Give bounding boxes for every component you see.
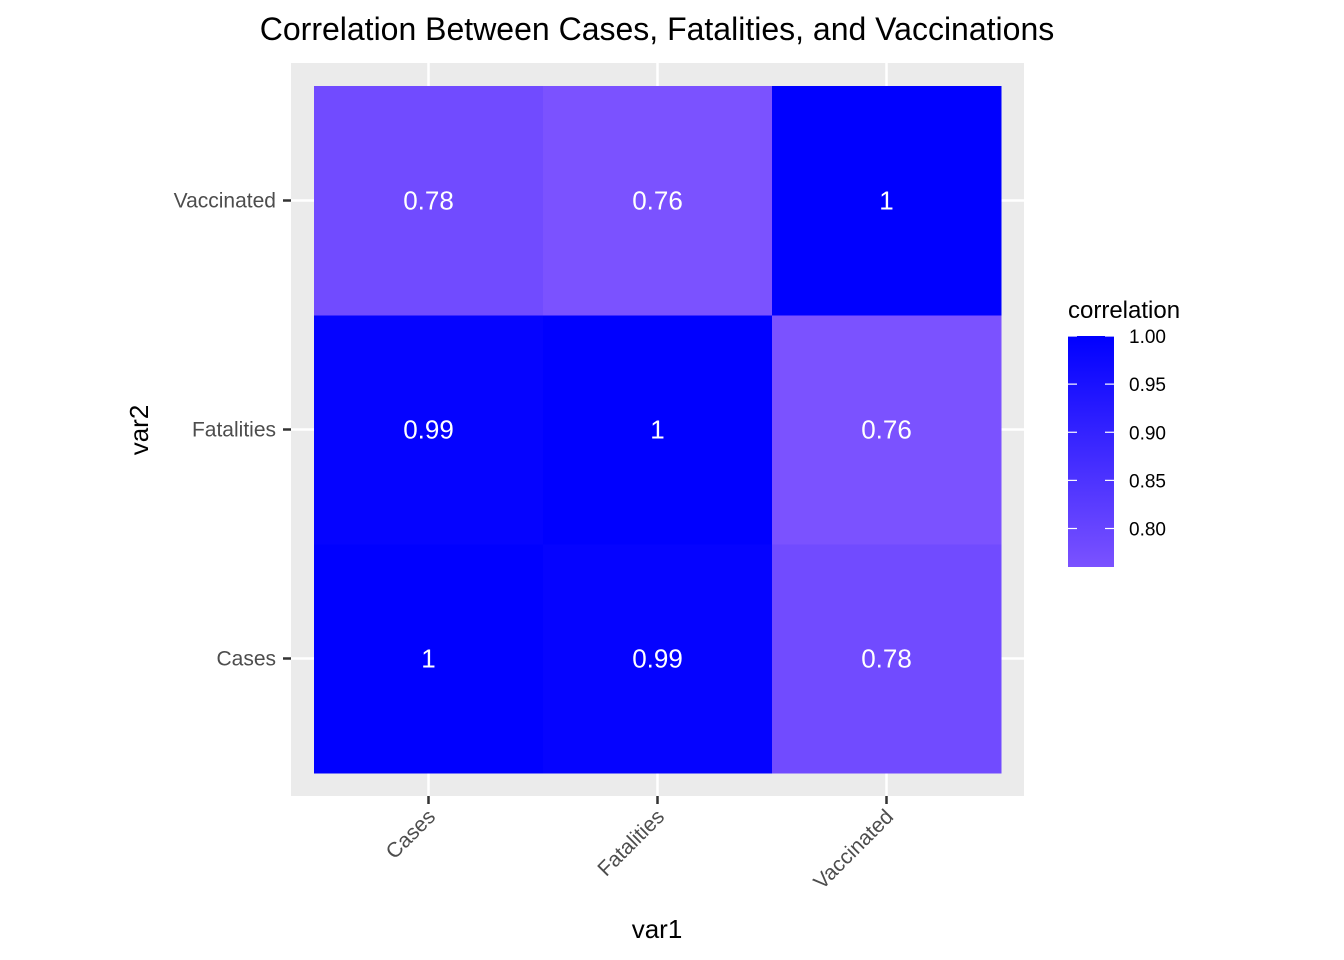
x-axis-ticks: Cases Fatalities Vaccinated bbox=[382, 796, 898, 894]
heatmap-cell-vaccinated-cases bbox=[772, 544, 1002, 774]
x-tick-label: Cases bbox=[382, 805, 440, 863]
chart-title: Correlation Between Cases, Fatalities, a… bbox=[260, 11, 1054, 47]
heatmap-cell-vaccinated-fatalities bbox=[772, 315, 1002, 545]
legend-tick-label: 1.00 bbox=[1129, 327, 1166, 348]
cell-value-label: 1 bbox=[421, 644, 435, 674]
legend-tick-label: 0.90 bbox=[1129, 423, 1166, 444]
cell-labels: 1 0.99 0.78 0.99 1 0.76 0.78 0.76 1 bbox=[403, 186, 912, 674]
legend-tick-label: 0.85 bbox=[1129, 471, 1166, 492]
y-tick-label: Vaccinated bbox=[174, 190, 276, 213]
legend-ticks: 1.00 0.95 0.90 0.85 0.80 bbox=[1068, 327, 1166, 541]
x-tick-label: Vaccinated bbox=[809, 805, 898, 894]
cell-value-label: 0.78 bbox=[861, 644, 912, 674]
x-axis-title: var1 bbox=[632, 914, 683, 944]
heatmap-cell-cases-cases bbox=[314, 544, 544, 774]
heatmap-cell-vaccinated-vaccinated bbox=[772, 86, 1002, 316]
y-axis-title: var2 bbox=[124, 405, 154, 456]
heatmap-cells bbox=[314, 86, 1002, 774]
cell-value-label: 0.99 bbox=[403, 415, 454, 445]
y-axis-ticks: Cases Fatalities Vaccinated bbox=[174, 190, 291, 671]
heatmap-cell-cases-vaccinated bbox=[314, 86, 544, 316]
legend-colorbar bbox=[1068, 336, 1114, 567]
heatmap-cell-fatalities-cases bbox=[543, 544, 773, 774]
legend-tick-label: 0.95 bbox=[1129, 375, 1166, 396]
cell-value-label: 1 bbox=[650, 415, 664, 445]
cell-value-label: 0.76 bbox=[861, 415, 912, 445]
legend: correlation 1.00 0.95 0.90 0.85 0.80 bbox=[1068, 297, 1180, 567]
heatmap-cell-fatalities-vaccinated bbox=[543, 86, 773, 316]
cell-value-label: 0.76 bbox=[632, 186, 683, 216]
y-tick-label: Cases bbox=[216, 648, 276, 671]
cell-value-label: 1 bbox=[879, 186, 893, 216]
cell-value-label: 0.78 bbox=[403, 186, 454, 216]
heatmap-cell-cases-fatalities bbox=[314, 315, 544, 545]
x-tick-label: Fatalities bbox=[593, 805, 669, 881]
y-tick-label: Fatalities bbox=[192, 419, 276, 442]
cell-value-label: 0.99 bbox=[632, 644, 683, 674]
heatmap-cell-fatalities-fatalities bbox=[543, 315, 773, 545]
legend-tick-label: 0.80 bbox=[1129, 520, 1166, 541]
legend-title: correlation bbox=[1068, 297, 1180, 324]
